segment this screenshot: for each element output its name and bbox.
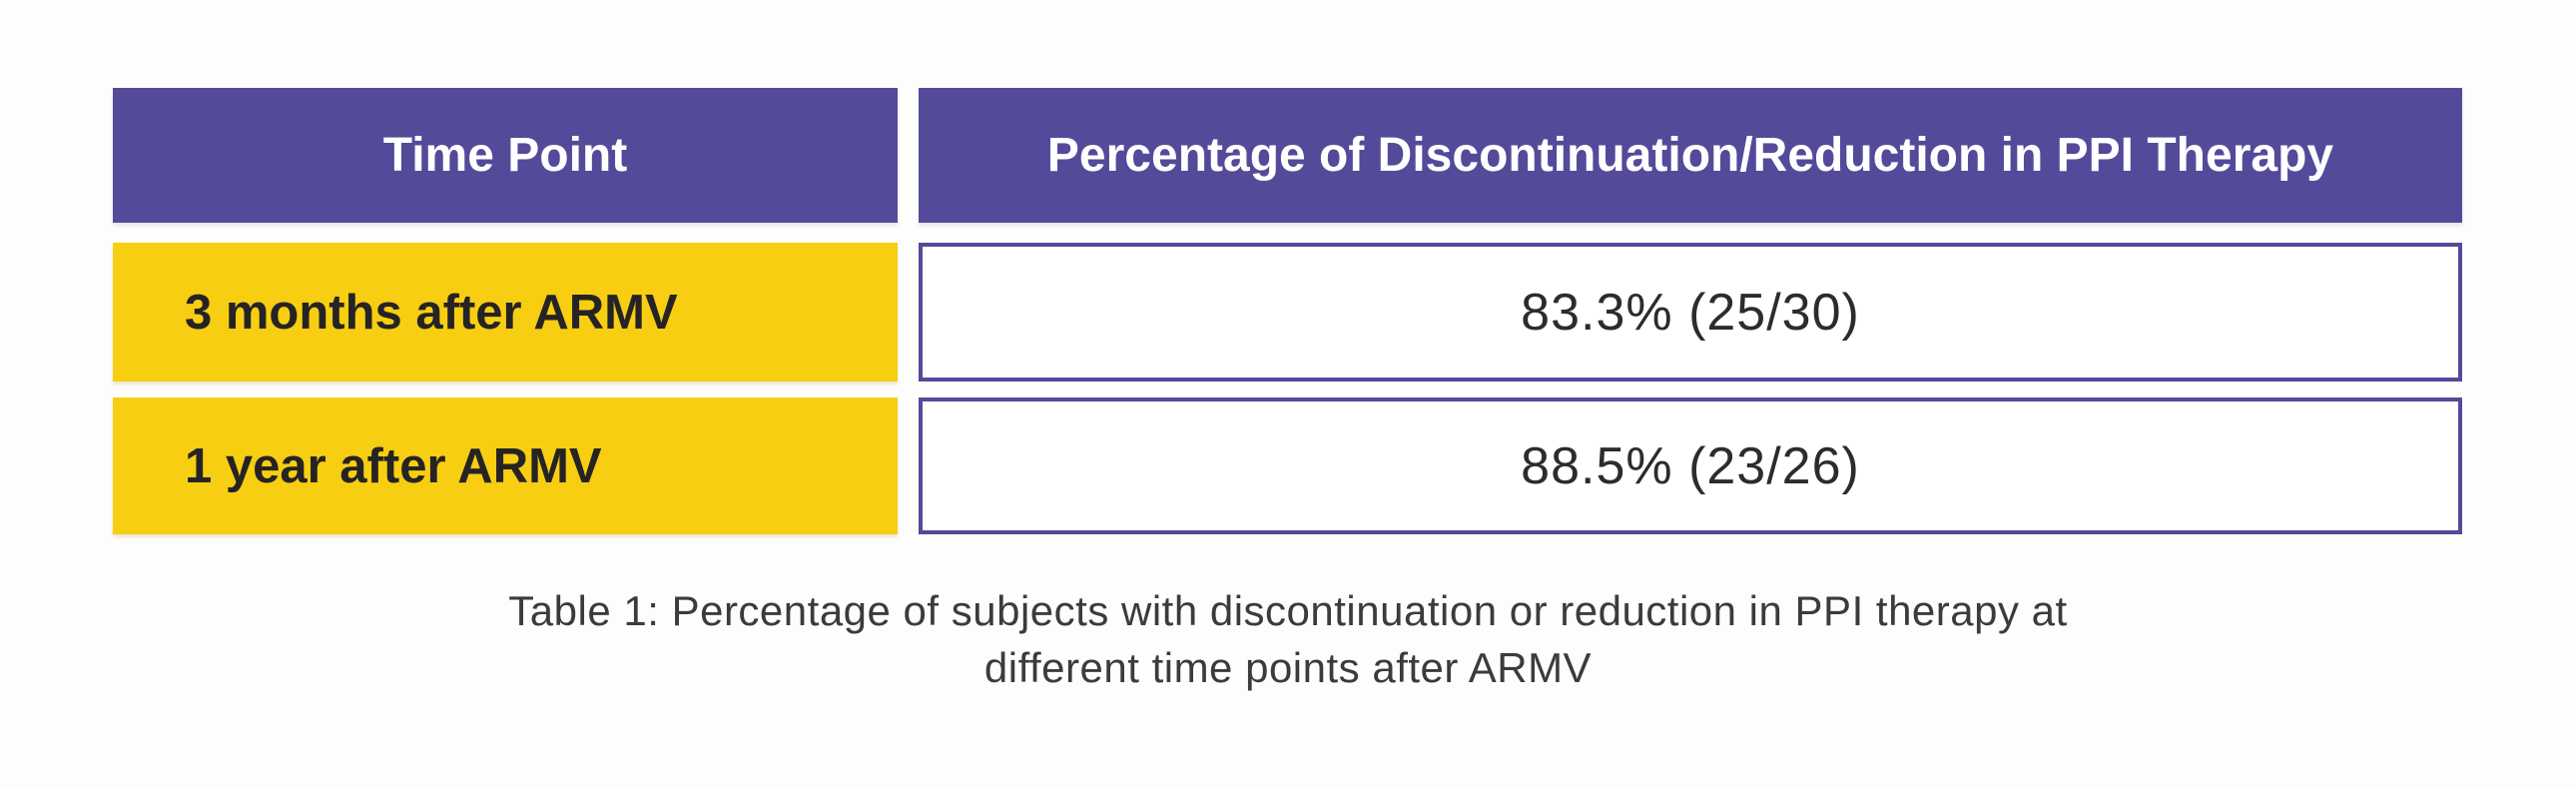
table-caption: Table 1: Percentage of subjects with dis…	[0, 582, 2576, 696]
header-cell-percentage: Percentage of Discontinuation/Reduction …	[919, 88, 2462, 223]
row-value-1-year: 88.5% (23/26)	[919, 397, 2462, 534]
row-label-text: 3 months after ARMV	[185, 285, 678, 340]
row-value-text: 83.3% (25/30)	[1521, 283, 1860, 342]
table-header-row: Time Point Percentage of Discontinuation…	[113, 88, 2462, 223]
table-row: 3 months after ARMV 83.3% (25/30)	[113, 243, 2462, 382]
row-label-1-year: 1 year after ARMV	[113, 397, 898, 534]
row-label-3-months: 3 months after ARMV	[113, 243, 898, 382]
row-label-text: 1 year after ARMV	[185, 438, 602, 493]
ppi-therapy-table: Time Point Percentage of Discontinuation…	[113, 88, 2462, 534]
header-label-time-point: Time Point	[382, 129, 628, 182]
table-caption-line-1: Table 1: Percentage of subjects with dis…	[508, 587, 2068, 634]
row-value-text: 88.5% (23/26)	[1521, 436, 1860, 495]
header-cell-time-point: Time Point	[113, 88, 898, 223]
header-label-percentage: Percentage of Discontinuation/Reduction …	[1046, 129, 2334, 182]
row-value-3-months: 83.3% (25/30)	[919, 243, 2462, 382]
table-row: 1 year after ARMV 88.5% (23/26)	[113, 397, 2462, 534]
table-caption-line-2: different time points after ARMV	[983, 644, 1593, 691]
